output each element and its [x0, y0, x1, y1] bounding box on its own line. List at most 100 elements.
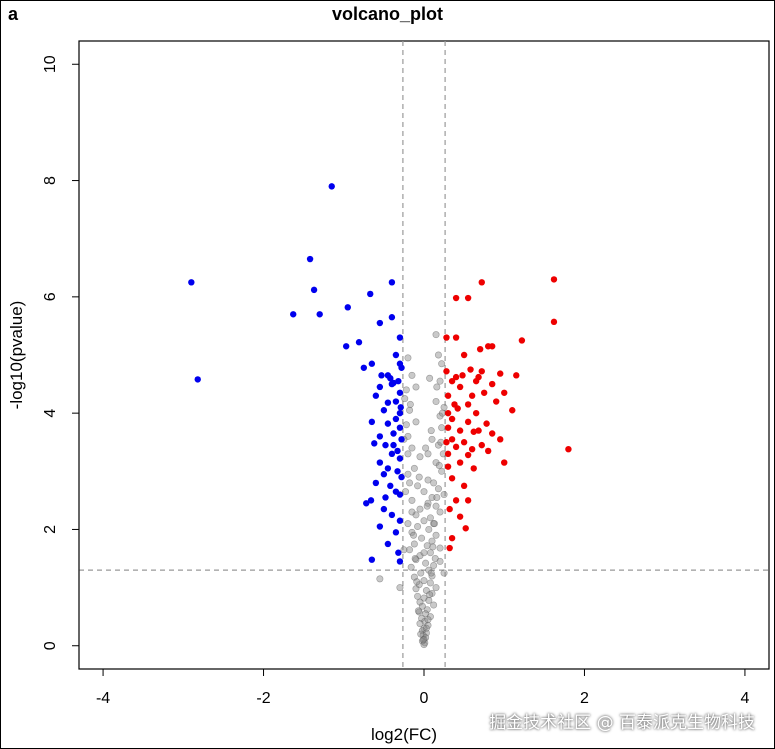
- data-point-up: [475, 427, 482, 434]
- data-point-down: [396, 517, 404, 524]
- data-point-ns: [438, 409, 446, 417]
- data-point-down: [388, 279, 396, 286]
- data-point-up: [488, 380, 496, 388]
- data-point-ns: [414, 607, 422, 615]
- data-point-up: [493, 398, 500, 405]
- data-point-ns: [415, 473, 423, 481]
- panel-label: a: [8, 4, 19, 24]
- data-point-ns: [432, 531, 440, 539]
- y-tick-label: 6: [42, 292, 59, 301]
- data-point-up: [444, 424, 452, 431]
- data-point-down: [398, 473, 405, 481]
- data-point-ns: [420, 549, 428, 557]
- data-point-ns: [437, 438, 445, 446]
- data-point-ns: [425, 596, 433, 604]
- data-point-ns: [415, 608, 423, 616]
- data-point-ns: [426, 579, 434, 587]
- data-point-down: [380, 407, 388, 414]
- data-point-up: [468, 392, 476, 399]
- data-point-ns: [410, 540, 418, 548]
- data-point-ns: [422, 444, 430, 452]
- data-point-down: [396, 409, 404, 417]
- data-point-ns: [402, 421, 410, 429]
- data-point-ns: [412, 418, 420, 426]
- data-point-ns: [432, 584, 440, 592]
- data-point-up: [497, 370, 504, 377]
- data-point-ns: [422, 559, 430, 567]
- data-point-down: [378, 372, 385, 379]
- data-point-up: [488, 343, 496, 350]
- data-point-up: [443, 439, 450, 446]
- data-point-up: [464, 401, 472, 408]
- data-point-ns: [408, 371, 416, 379]
- data-point-down: [368, 556, 376, 563]
- watermark: 掘金技术社区 @ 百泰派克生物科技: [489, 713, 755, 733]
- data-point-ns: [428, 537, 436, 545]
- data-point-down: [380, 505, 388, 513]
- data-point-ns: [427, 427, 435, 435]
- data-point-down: [387, 482, 394, 490]
- data-point-ns: [414, 482, 422, 490]
- data-point-up: [476, 345, 484, 353]
- data-point-down: [367, 290, 374, 298]
- data-point-ns: [404, 520, 412, 528]
- data-point-down: [392, 529, 400, 536]
- data-point-ns: [427, 569, 435, 577]
- data-point-ns: [432, 331, 440, 339]
- data-point-down: [368, 360, 376, 367]
- data-point-down: [376, 319, 384, 327]
- data-point-up: [467, 366, 474, 373]
- x-tick-label: 4: [740, 690, 749, 707]
- data-point-up: [460, 439, 468, 446]
- data-point-ns: [436, 557, 444, 565]
- data-point-ns: [416, 620, 424, 628]
- data-point-ns: [420, 517, 428, 525]
- chart-title: volcano_plot: [331, 4, 443, 24]
- data-point-ns: [433, 493, 441, 501]
- data-point-up: [460, 351, 468, 359]
- data-point-down: [396, 491, 404, 498]
- data-point-ns: [420, 577, 428, 585]
- data-point-down: [398, 436, 405, 443]
- data-point-down: [316, 311, 323, 318]
- data-point-ns: [400, 546, 408, 554]
- data-point-down: [396, 424, 404, 431]
- data-point-ns: [440, 403, 448, 411]
- data-point-ns: [404, 450, 412, 458]
- data-point-ns: [428, 435, 436, 443]
- data-point-down: [376, 383, 384, 391]
- data-point-down: [395, 377, 402, 385]
- data-point-up: [478, 441, 485, 449]
- data-point-down: [390, 441, 397, 449]
- data-point-ns: [425, 525, 433, 533]
- data-point-up: [456, 513, 464, 520]
- x-tick-label: -4: [96, 690, 110, 707]
- data-point-down: [384, 540, 392, 548]
- data-point-up: [501, 389, 508, 396]
- x-tick-label: 2: [580, 690, 589, 707]
- data-point-ns: [406, 479, 414, 487]
- data-point-down: [387, 375, 394, 382]
- data-point-ns: [406, 546, 414, 554]
- data-point-ns: [410, 464, 418, 472]
- data-point-up: [483, 420, 490, 427]
- data-point-up: [460, 482, 468, 490]
- data-point-up: [518, 337, 526, 344]
- data-point-ns: [410, 531, 418, 539]
- data-point-ns: [422, 624, 430, 632]
- data-point-down: [376, 459, 384, 466]
- data-point-up: [565, 446, 572, 453]
- data-point-ns: [406, 406, 414, 414]
- data-point-down: [290, 311, 297, 318]
- data-point-up: [451, 401, 458, 408]
- data-point-up: [452, 373, 460, 381]
- data-point-down: [388, 314, 396, 321]
- data-point-down: [367, 497, 375, 504]
- data-point-ns: [426, 591, 434, 599]
- x-tick-label: -2: [256, 690, 270, 707]
- data-point-ns: [412, 556, 420, 564]
- data-point-up: [509, 407, 516, 414]
- data-point-up: [513, 372, 520, 379]
- data-point-down: [388, 380, 396, 388]
- data-point-down: [384, 399, 392, 406]
